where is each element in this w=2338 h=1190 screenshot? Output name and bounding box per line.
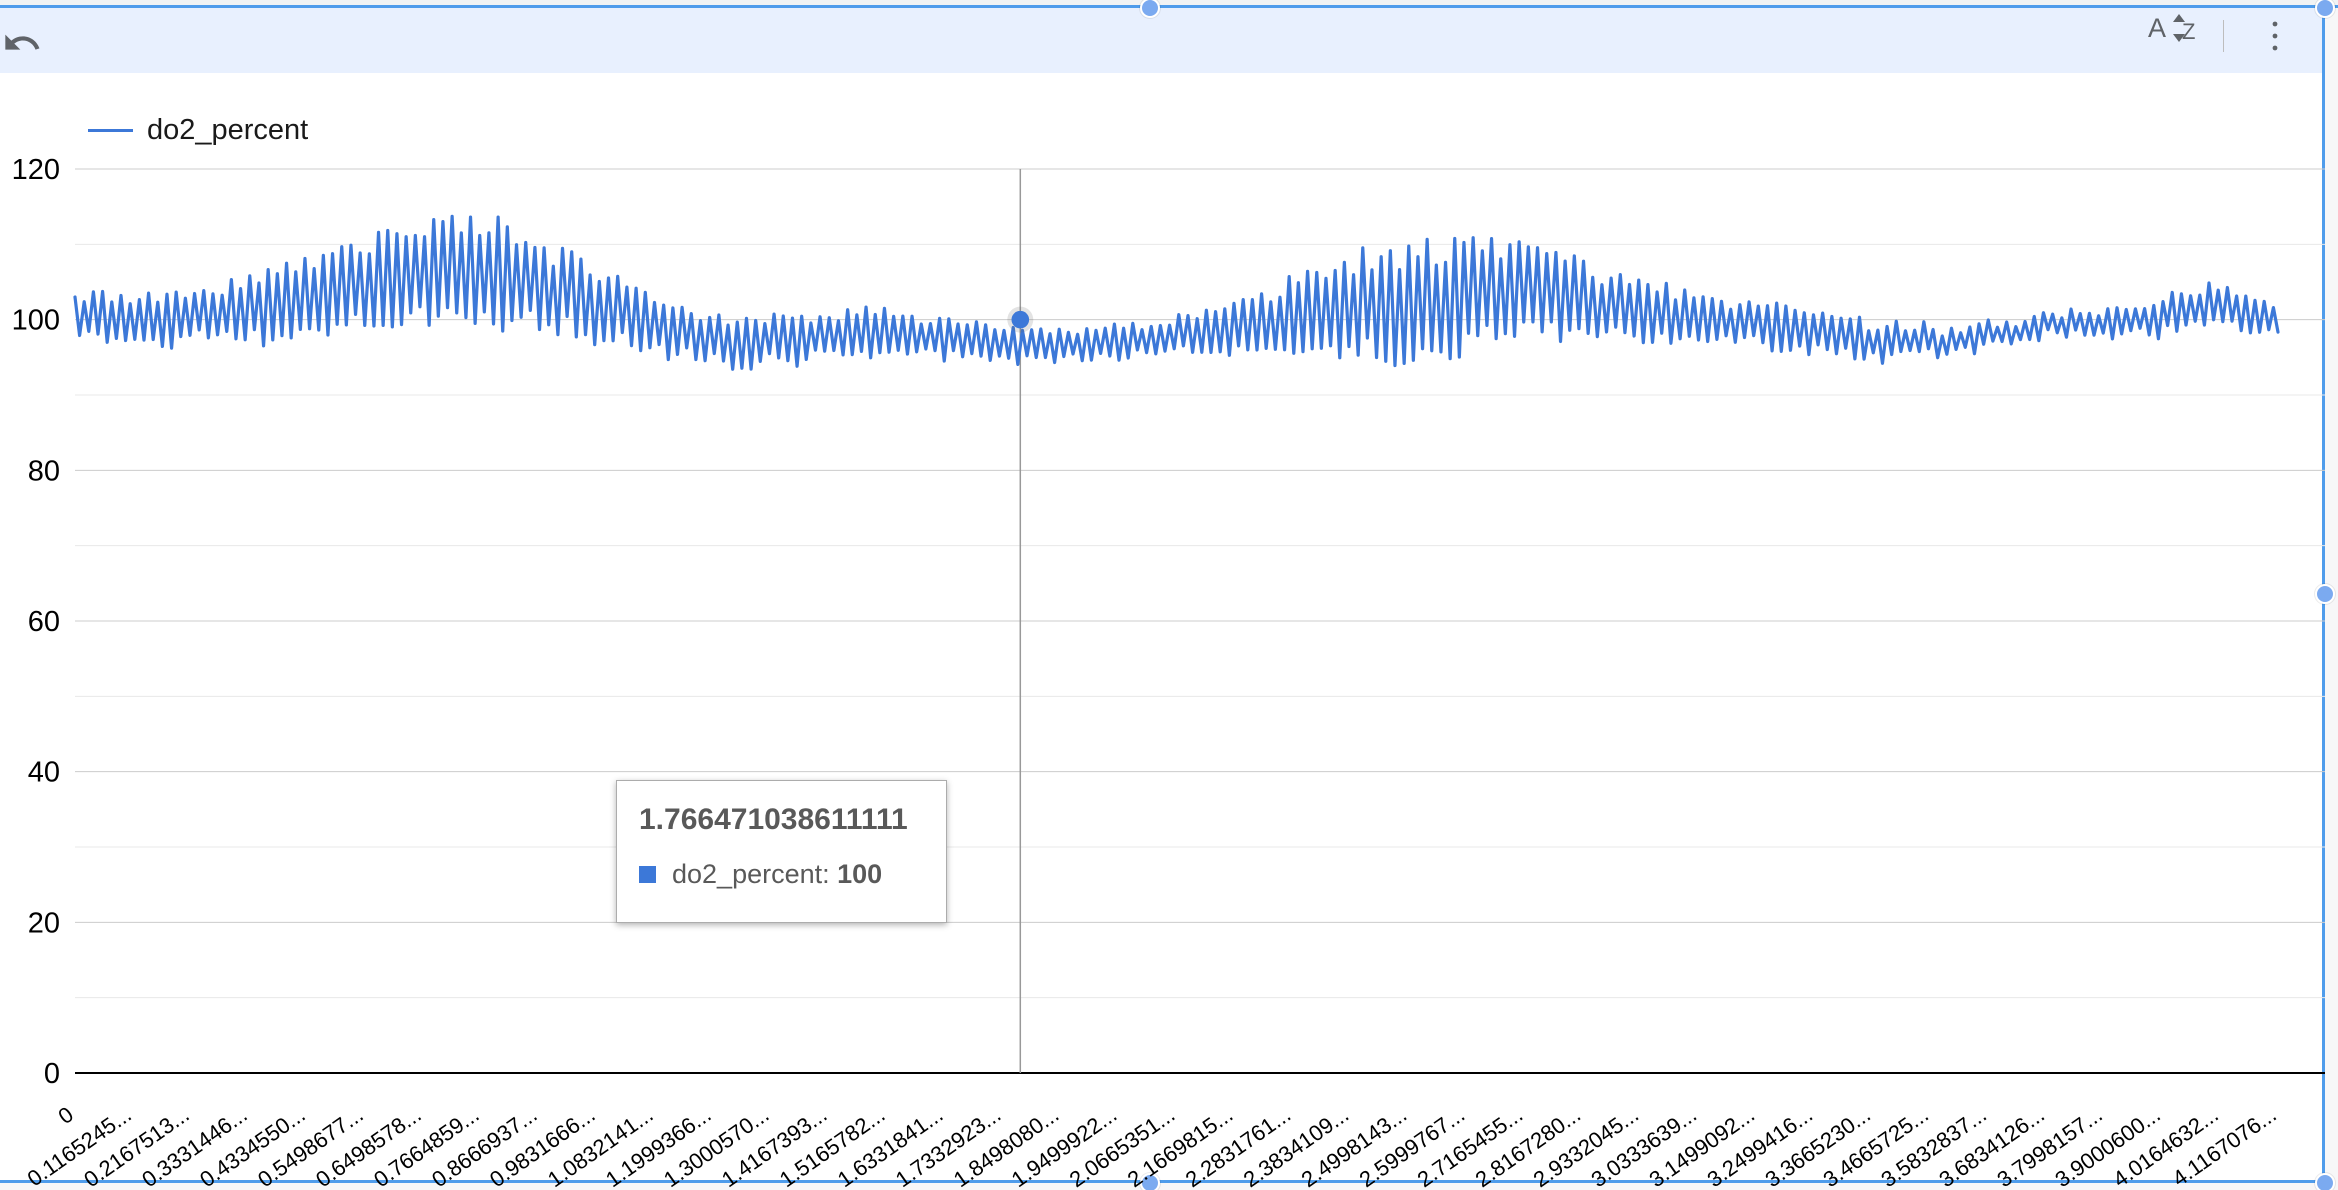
svg-text:60: 60 [28, 606, 60, 638]
svg-text:40: 40 [28, 757, 60, 789]
svg-text:20: 20 [28, 907, 60, 939]
svg-text:80: 80 [28, 455, 60, 487]
svg-text:100: 100 [12, 305, 60, 337]
svg-text:0: 0 [44, 1058, 60, 1090]
svg-text:120: 120 [12, 154, 60, 186]
svg-text:0: 0 [53, 1102, 77, 1130]
